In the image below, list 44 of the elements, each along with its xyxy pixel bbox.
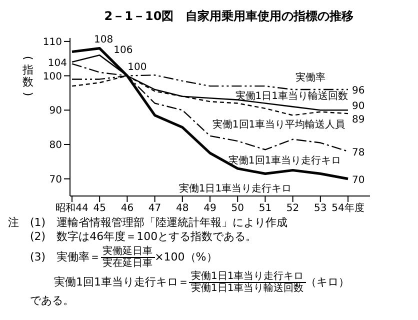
data-label: 70 (352, 174, 365, 186)
text: 実在延日車 (102, 258, 153, 268)
series-label: 実働率 (295, 72, 326, 84)
x-tick-label: 49 (204, 203, 216, 214)
chart-title: 2－1－10図 自家用乗用車使用の指標の推移 (103, 8, 355, 24)
data-label: 106 (114, 45, 133, 56)
x-tick-label: 54年度 (332, 202, 364, 214)
text: (1) 運輸省情報管理部「陸運統計年報」により作成 (30, 216, 289, 230)
x-tick-label: 52 (286, 203, 300, 214)
x-tick-label: 昭和44 (56, 202, 88, 214)
text: ×100（%） (154, 250, 218, 264)
text: 実働延日車 (100, 246, 155, 258)
y-tick-label: 90 (49, 106, 62, 117)
series-label: 実働1回1車当り平均輸送人員 (212, 118, 346, 130)
data-label: 90 (352, 101, 365, 112)
data-label: 108 (94, 34, 114, 46)
text: (2) 数字は46年度＝100とする指数である。 (30, 230, 258, 244)
data-label: 100 (128, 62, 147, 73)
x-tick-label: 50 (231, 203, 244, 214)
data-label: 89 (352, 114, 365, 126)
series-label: 実働1日1車当り輸送回数 (235, 90, 348, 102)
y-axis-title: (指数) (22, 56, 34, 96)
text: である。 (30, 294, 75, 308)
series-label: 実働1日1車当り走行キロ (178, 182, 292, 195)
y-tick-label: 70 (49, 174, 62, 186)
text: 実働1回1車当り走行キロ＝ (54, 275, 189, 288)
x-tick-label: 47 (148, 203, 162, 214)
x-tick-label: 45 (93, 203, 106, 214)
text: 実働1日1車当り走行キロ (189, 270, 306, 282)
data-label: 96 (352, 86, 365, 97)
y-tick-label: 110 (42, 36, 62, 48)
series-label: 実働1回1車当り走行キロ (228, 154, 342, 166)
text: 注 (8, 216, 20, 231)
x-tick-label: 53 (314, 203, 327, 214)
y-tick-label: 100 (42, 71, 62, 82)
x-tick-label: 48 (176, 203, 189, 214)
text: （キロ） (306, 275, 350, 288)
x-tick-label: 51 (258, 203, 272, 214)
y-tick-label: 80 (49, 140, 62, 152)
data-label: 78 (352, 147, 365, 158)
data-label: 104 (48, 58, 67, 70)
x-tick-label: 46 (120, 203, 134, 214)
text: (3) 実働率＝ (30, 250, 101, 264)
text: 実働1日1車当り輸送回数 (191, 282, 304, 294)
